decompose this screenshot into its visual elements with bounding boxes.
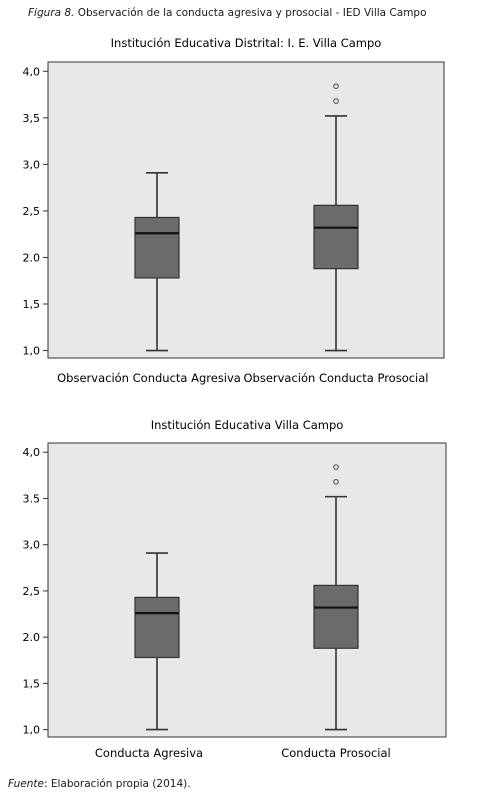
chart-title: Institución Educativa Distrital: I. E. V… (111, 36, 382, 50)
box-2 (313, 464, 359, 731)
box-1 (134, 552, 180, 731)
plot-area (47, 61, 445, 359)
outlier-point (333, 83, 339, 90)
iqr-box (134, 596, 180, 659)
y-tick-label: 1,0 (23, 724, 41, 737)
source-label: Fuente (8, 778, 44, 790)
y-tick-label: 3,0 (23, 158, 41, 171)
y-tick-label: 3.5 (23, 492, 41, 505)
y-tick-label: 1,0 (23, 345, 41, 358)
y-tick-label: 2.0 (23, 631, 41, 644)
iqr-box (313, 584, 359, 649)
figure-caption: Figura 8. Observación de la conducta agr… (28, 7, 427, 19)
x-category-label: Conducta Prosocial (281, 746, 391, 760)
x-category-label: Observación Conducta Prosocial (243, 371, 428, 385)
outlier-point (333, 464, 339, 470)
source-note: Fuente: Elaboración propia (2014). (8, 778, 191, 790)
chart-title: Institución Educativa Villa Campo (151, 418, 344, 432)
figure-caption-text: Observación de la conducta agresiva y pr… (77, 7, 427, 19)
plot-area (47, 442, 447, 738)
y-tick-label: 3,0 (23, 539, 41, 552)
y-tick-label: 2,5 (23, 585, 41, 598)
y-tick-label: 4,0 (23, 446, 41, 459)
y-tick-label: 2,5 (23, 205, 41, 218)
y-tick-label: 2.0 (23, 251, 41, 264)
box-2 (313, 83, 359, 352)
figure-label: Figura 8. (28, 7, 75, 19)
outlier-point (333, 98, 339, 104)
chart-1: Institución Educativa Distrital: I. E. V… (23, 36, 445, 385)
x-category-label: Conducta Agresiva (95, 746, 203, 760)
y-tick-label: 4,0 (23, 65, 41, 78)
source-text: : Elaboración propia (2014). (43, 778, 191, 790)
y-tick-label: 1,5 (23, 298, 41, 311)
chart-2: Institución Educativa Villa Campo 1,0 1,5 2… (23, 418, 447, 760)
y-tick-label: 1,5 (23, 677, 41, 690)
outlier-point (333, 478, 339, 485)
y-tick-label: 3,5 (23, 112, 41, 125)
iqr-box (134, 216, 180, 279)
x-category-label: Observación Conducta Agresiva (57, 371, 241, 385)
box-1 (134, 171, 180, 352)
iqr-box (313, 204, 359, 270)
